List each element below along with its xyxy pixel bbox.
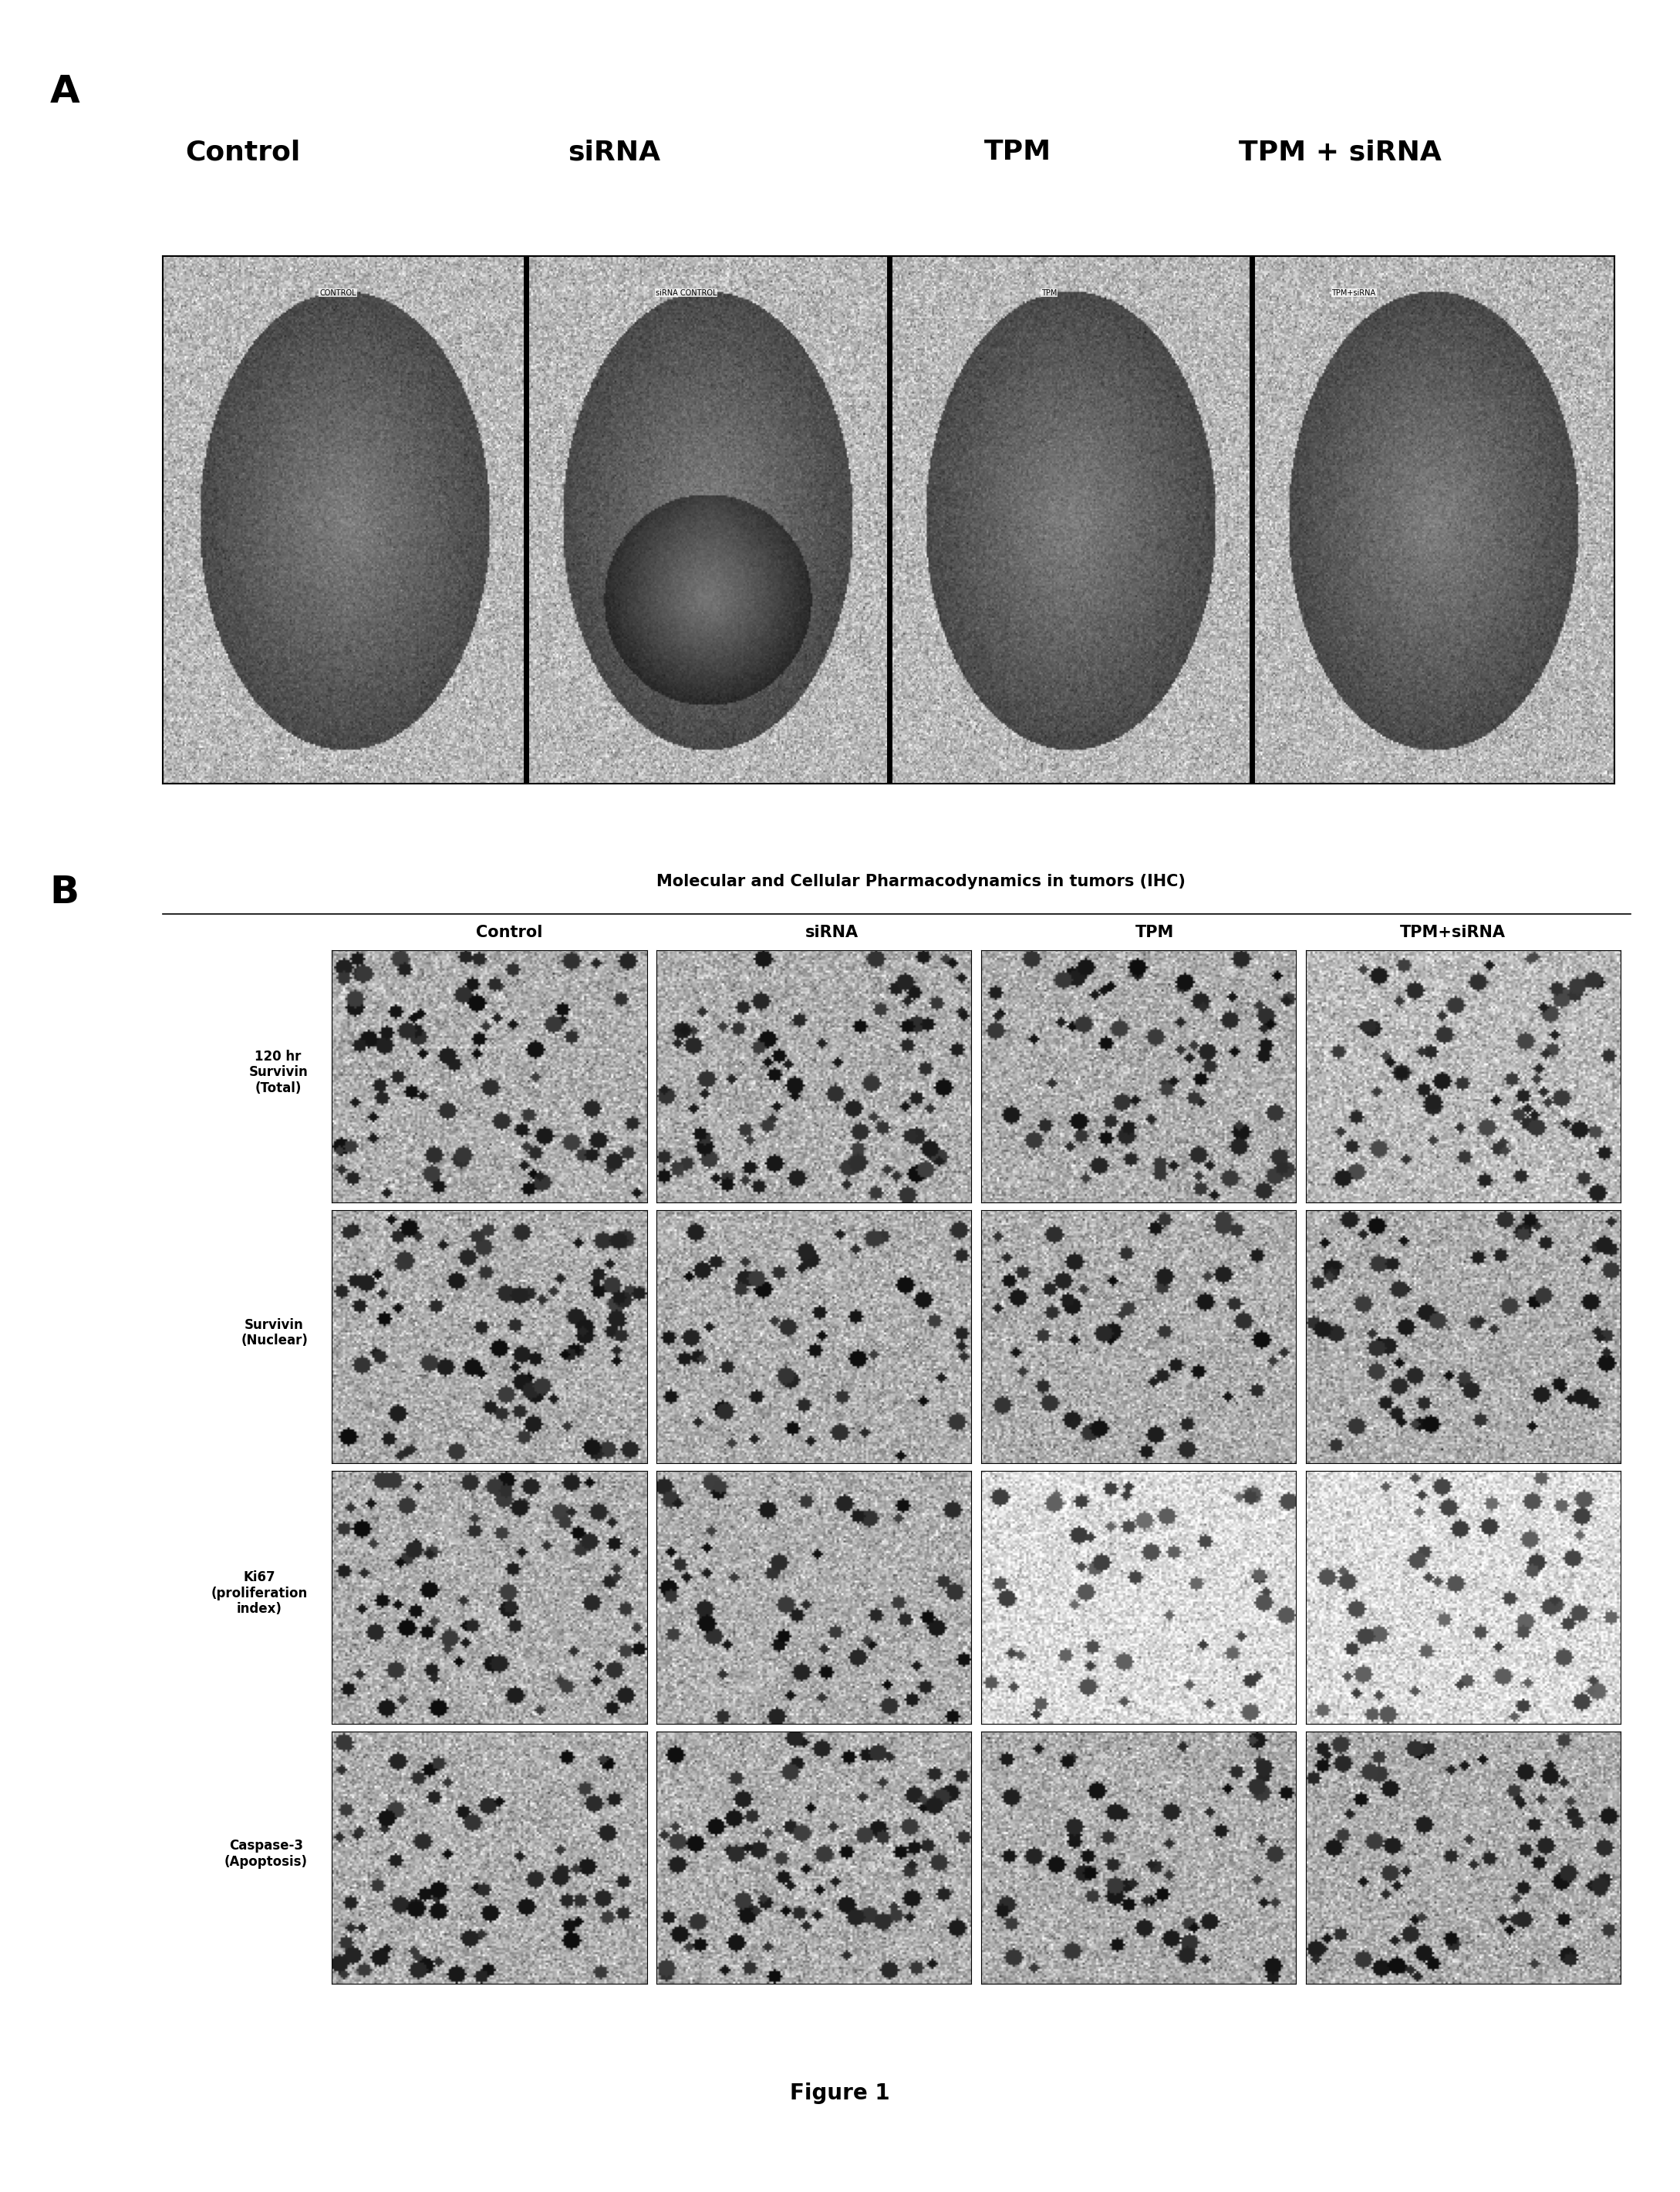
Text: TPM + siRNA: TPM + siRNA [1238,138,1441,164]
Text: A: A [50,72,79,110]
Text: Control: Control [186,138,301,164]
Text: 120 hr
Survivin
(Total): 120 hr Survivin (Total) [249,1050,307,1096]
Text: TPM: TPM [1136,925,1174,940]
Text: Survivin
(Nuclear): Survivin (Nuclear) [240,1317,307,1348]
Text: Control: Control [475,925,543,940]
Text: siRNA: siRNA [805,925,858,940]
Text: CONTROL: CONTROL [319,289,356,296]
Text: Ki67
(proliferation
index): Ki67 (proliferation index) [212,1569,307,1616]
Text: siRNA: siRNA [568,138,660,164]
Text: TPM: TPM [984,138,1052,164]
Text: Molecular and Cellular Pharmacodynamics in tumors (IHC): Molecular and Cellular Pharmacodynamics … [657,875,1184,890]
Text: Figure 1: Figure 1 [790,2082,890,2104]
Text: TPM+siRNA: TPM+siRNA [1399,925,1505,940]
Text: TPM+siRNA: TPM+siRNA [1332,289,1376,296]
Text: siRNA CONTROL: siRNA CONTROL [655,289,717,296]
Text: B: B [50,875,79,912]
Text: Caspase-3
(Apoptosis): Caspase-3 (Apoptosis) [225,1839,307,1868]
Text: TPM: TPM [1042,289,1057,296]
